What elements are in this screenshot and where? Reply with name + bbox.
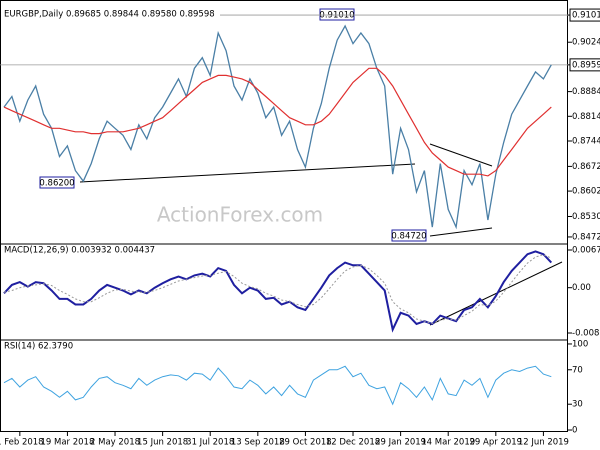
- x-tick-label: 12 Jun 2019: [518, 438, 569, 448]
- panel-title: EURGBP,Daily 0.89685 0.89844 0.89580 0.8…: [4, 10, 215, 20]
- y-tick-label: 30: [572, 400, 583, 410]
- y-tick-label: 70: [572, 365, 583, 375]
- price-box: [569, 58, 600, 72]
- x-tick-label: 2 May 2018: [90, 438, 140, 448]
- y-tick-label: 0.89598: [572, 60, 600, 70]
- annotation: 0.86200: [39, 179, 74, 189]
- y-tick-label: 0.00: [572, 283, 591, 293]
- x-tick-label: 29 Apr 2019: [470, 438, 523, 448]
- x-tick-label: 12 Dec 2018: [326, 438, 380, 448]
- x-tick-label: 14 Mar 2019: [421, 438, 475, 448]
- y-tick-label: 0.006745: [572, 246, 600, 256]
- x-tick-label: 29 Jan 2019: [375, 438, 426, 448]
- trend-line: [429, 227, 493, 237]
- y-tick-label: 0.84720: [572, 232, 600, 242]
- y-tick-label: -0.008109: [572, 329, 600, 339]
- trend-line: [429, 143, 493, 167]
- x-tick-label: 15 Jun 2018: [137, 438, 188, 448]
- annotation: 0.91010: [319, 11, 354, 21]
- x-tick-label: 31 Jul 2018: [186, 438, 234, 448]
- annotation-box: [319, 8, 355, 21]
- series-line: [3, 365, 552, 406]
- y-tick-label: 100: [572, 339, 588, 349]
- price-box: [569, 8, 600, 22]
- frame: [0, 0, 568, 432]
- x-tick-label: 1 Feb 2018: [0, 438, 44, 448]
- series-line: [3, 67, 552, 177]
- annotation-box: [391, 229, 427, 242]
- trend-line: [429, 261, 563, 326]
- y-tick-label: 0: [572, 426, 577, 436]
- panel-title: MACD(12,26,9) 0.003932 0.004437: [4, 246, 155, 256]
- series-line: [3, 24, 552, 230]
- y-tick-label: 0.91010: [572, 11, 600, 21]
- watermark: ActionForex.com: [157, 203, 323, 227]
- annotation: 0.84720: [391, 232, 426, 242]
- annotation-box: [39, 176, 75, 189]
- x-tick-label: 29 Oct 2018: [279, 438, 332, 448]
- series-line: [3, 250, 553, 333]
- trend-line: [79, 163, 416, 183]
- series-line: [3, 254, 552, 325]
- x-tick-label: 19 Mar 2018: [40, 438, 94, 448]
- x-tick-label: 13 Sep 2018: [231, 438, 285, 448]
- panel-title: RSI(14) 62.3790: [4, 342, 73, 352]
